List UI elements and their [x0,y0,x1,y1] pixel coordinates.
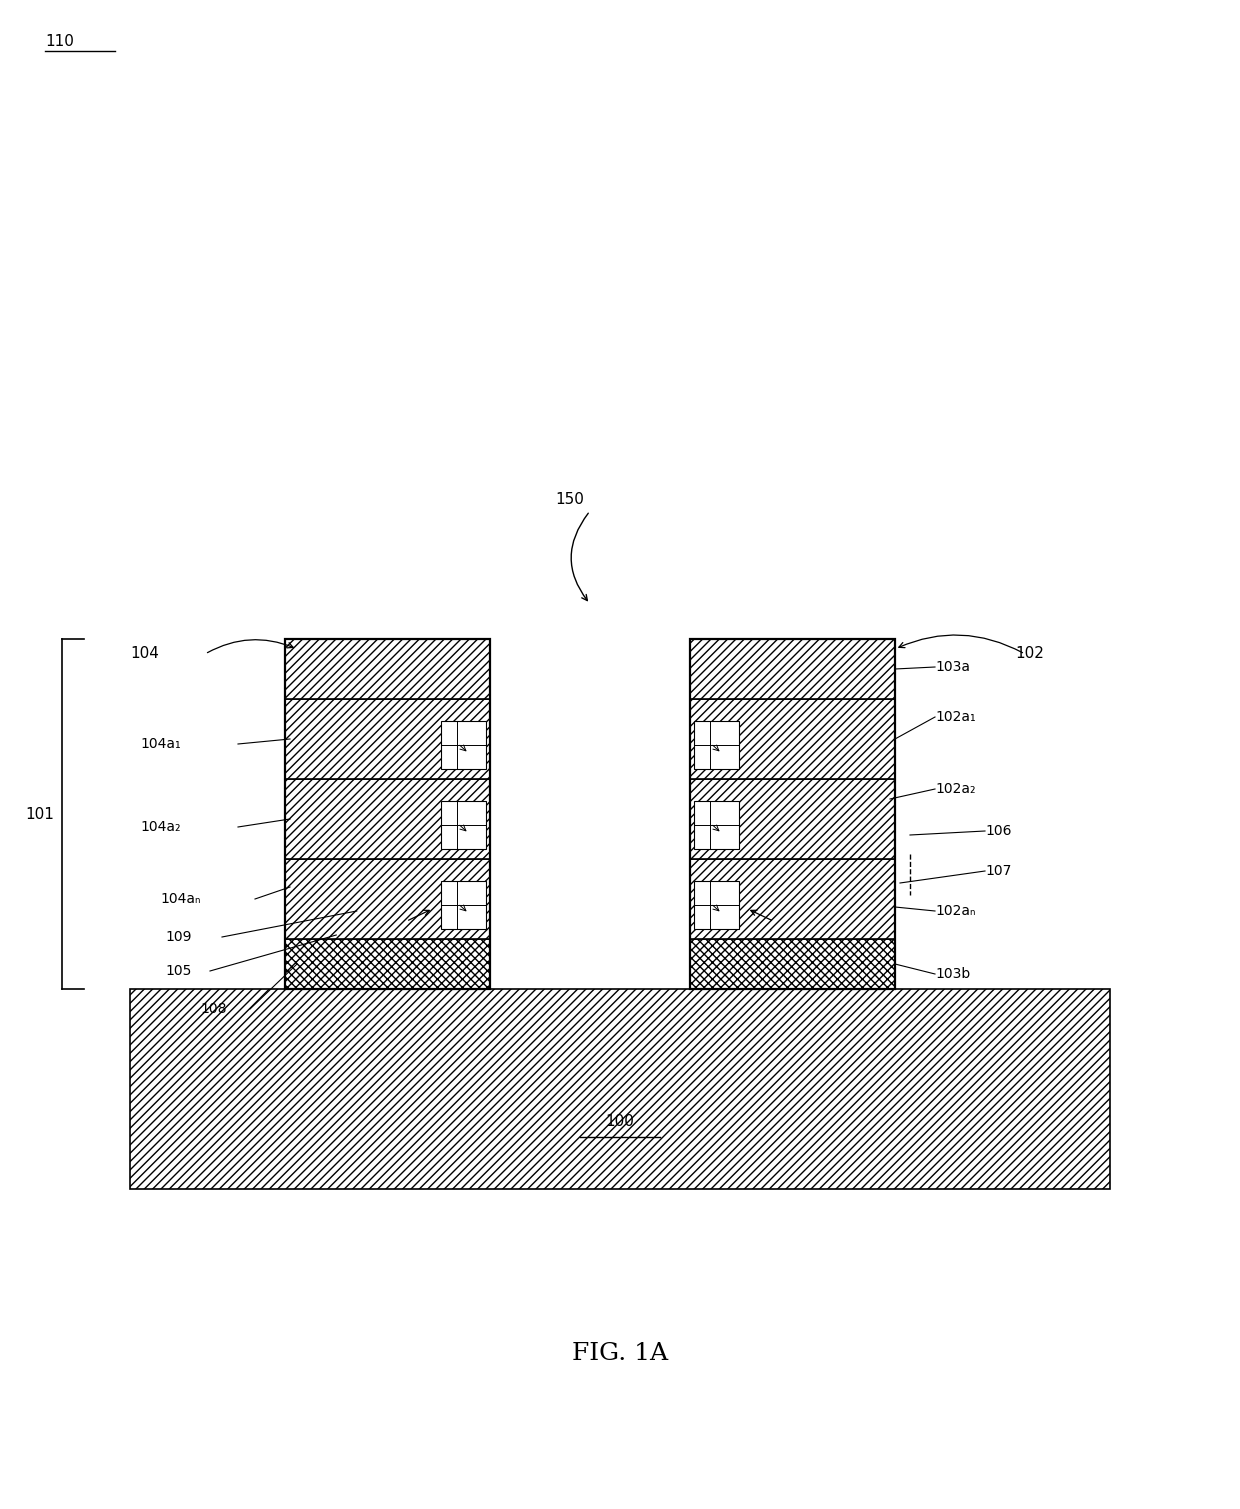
Bar [689,699,895,779]
Bar [694,721,739,770]
Bar [285,638,490,699]
Text: 101: 101 [25,806,53,821]
Text: 104aₙ: 104aₙ [160,892,201,905]
Bar [441,801,486,850]
Text: 150: 150 [556,492,584,507]
Bar [285,859,490,939]
Text: 103b: 103b [935,967,970,981]
Bar [689,859,895,939]
Bar [285,939,490,988]
Text: 109: 109 [165,930,191,945]
Text: 102aₙ: 102aₙ [935,904,976,917]
Text: 100: 100 [605,1114,635,1129]
Text: 108: 108 [200,1002,227,1016]
Text: 102: 102 [1016,646,1044,661]
Bar [694,881,739,930]
Bar [689,638,895,699]
Text: 106: 106 [985,824,1012,837]
Bar [689,939,895,988]
Bar [441,881,486,930]
Text: FIG. 1A: FIG. 1A [572,1343,668,1366]
Text: 104a₂: 104a₂ [140,819,181,834]
Text: 104: 104 [130,646,159,661]
Bar [130,988,1110,1189]
Text: 102a₂: 102a₂ [935,782,976,797]
Bar [441,721,486,770]
Text: 103a: 103a [935,659,970,675]
Text: 107: 107 [985,865,1012,878]
Bar [694,801,739,850]
Text: 110: 110 [45,35,74,48]
Text: 105: 105 [165,964,191,978]
Bar [689,638,895,988]
Bar [285,779,490,859]
Text: 102a₁: 102a₁ [935,711,976,724]
Text: 104a₁: 104a₁ [140,736,181,751]
Bar [285,699,490,779]
Bar [285,638,490,988]
Bar [689,779,895,859]
